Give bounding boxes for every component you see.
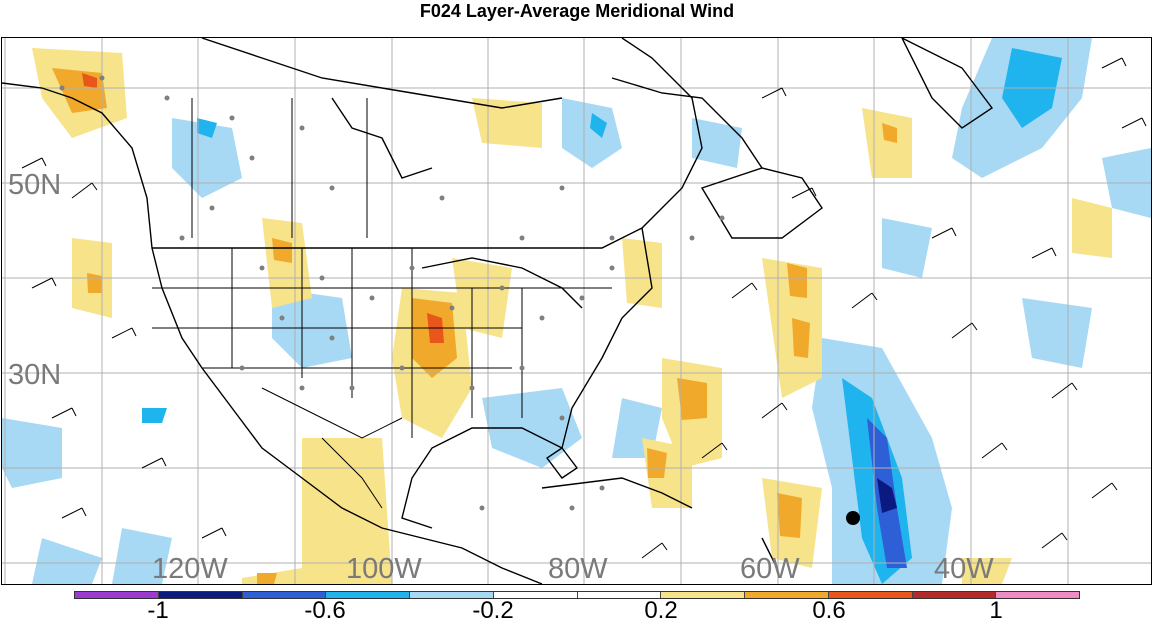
negative-wind-contours (2, 38, 1151, 584)
colorbar-label: -0.2 (472, 597, 514, 624)
lon-label-60w: 60W (740, 553, 800, 585)
colorbar-segment (996, 592, 1079, 598)
colorbar-segment (242, 592, 327, 598)
location-marker (846, 511, 860, 525)
colorbar-segment (493, 592, 578, 598)
colorbar (74, 591, 1080, 599)
colorbar-segment (912, 592, 997, 598)
lon-label-80w: 80W (548, 553, 608, 585)
map-panel: 50N 30N 120W 100W 80W 60W 40W (1, 37, 1152, 585)
colorbar-segment (326, 592, 410, 598)
map-title: F024 Layer-Average Meridional Wind (419, 1, 735, 21)
colorbar-label: 0.6 (812, 597, 846, 624)
colorbar-segment (158, 592, 243, 598)
colorbar-segment (410, 592, 494, 598)
lon-label-100w: 100W (346, 553, 422, 585)
station-dots (59, 75, 725, 511)
colorbar-label: 1 (989, 597, 1003, 624)
colorbar-segment (745, 592, 829, 598)
lon-label-120w: 120W (152, 553, 228, 585)
colorbar-label: 0.2 (644, 597, 678, 624)
lat-label-30n: 30N (8, 359, 62, 391)
lat-label-50n: 50N (8, 169, 62, 201)
colorbar-segment (75, 592, 159, 598)
colorbar-label: -0.6 (304, 597, 346, 624)
wind-map (2, 38, 1151, 584)
strong-positive-contours (52, 68, 897, 584)
strong-negative-contours (142, 48, 1062, 584)
political-borders (152, 98, 612, 509)
colorbar-segment (828, 592, 913, 598)
coastlines (2, 38, 994, 584)
latlon-grid (2, 38, 1151, 584)
lon-label-40w: 40W (934, 553, 994, 585)
colorbar-segment (577, 592, 662, 598)
colorbar-segment (661, 592, 745, 598)
colorbar-label: -1 (147, 597, 169, 624)
wind-barbs (21, 57, 1147, 559)
